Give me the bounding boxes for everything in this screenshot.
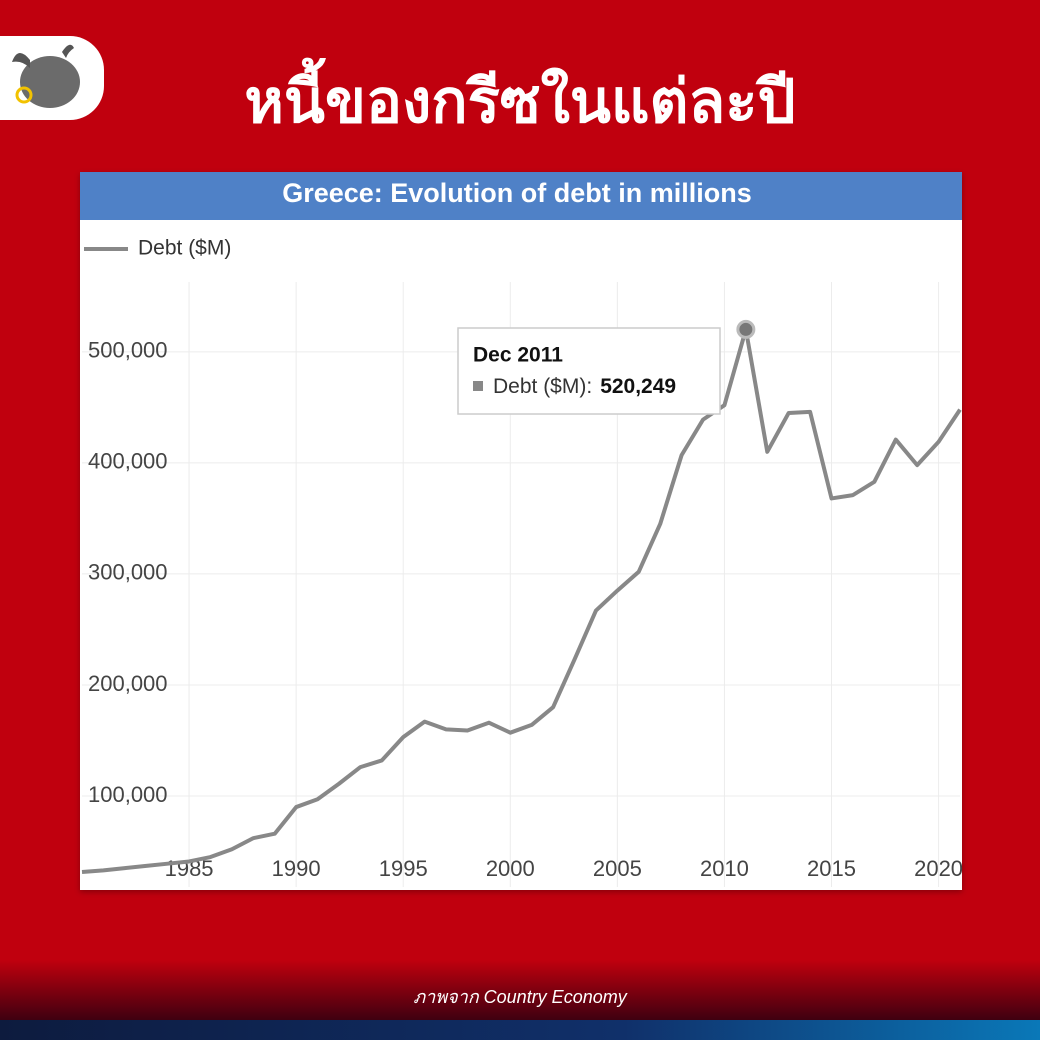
tooltip: Dec 2011 Debt ($M): 520,249 xyxy=(457,327,721,415)
tooltip-box xyxy=(457,327,721,415)
data-line xyxy=(81,327,962,875)
x-tick-label: 2010 xyxy=(700,856,749,881)
y-tick-label: 500,000 xyxy=(88,338,168,363)
y-tick-label: 300,000 xyxy=(88,560,168,585)
y-tick-label: 200,000 xyxy=(88,671,168,696)
tooltip-value: 520,249 xyxy=(600,375,676,398)
chart-header xyxy=(80,172,962,220)
tooltip-title: Dec 2011 xyxy=(473,344,563,367)
logo xyxy=(0,36,104,120)
x-tick-label: 2020 xyxy=(914,856,963,881)
x-tick-label: 1990 xyxy=(272,856,321,881)
tooltip-label: Debt ($M): 520,249 xyxy=(493,375,676,398)
tooltip-swatch xyxy=(473,381,483,391)
x-tick-label: 2000 xyxy=(486,856,535,881)
legend-label: Debt ($M) xyxy=(138,237,231,260)
chart-frame xyxy=(80,172,962,890)
tooltip-series: Debt ($M): xyxy=(493,375,592,398)
credit: ภาพจาก Country Economy xyxy=(413,987,627,1007)
page-title: หนี้ของกรีซในแต่ละปี xyxy=(244,57,795,135)
x-tick-label: 2005 xyxy=(593,856,642,881)
y-tick-label: 100,000 xyxy=(88,782,168,807)
y-tick-label: 400,000 xyxy=(88,449,168,474)
highlight-point xyxy=(736,319,756,339)
background-fade xyxy=(0,960,1040,1022)
bottom-bar xyxy=(0,1020,1040,1040)
chart-title: Greece: Evolution of debt in millions xyxy=(282,178,752,208)
x-tick-label: 1995 xyxy=(379,856,428,881)
x-tick-label: 2015 xyxy=(807,856,856,881)
